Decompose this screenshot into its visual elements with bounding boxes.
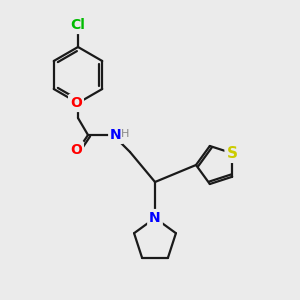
Text: O: O (70, 96, 82, 110)
Text: H: H (121, 129, 129, 139)
Text: S: S (227, 146, 238, 161)
Text: O: O (70, 143, 82, 157)
Text: N: N (149, 211, 161, 225)
Text: Cl: Cl (70, 18, 86, 32)
Text: N: N (110, 128, 122, 142)
